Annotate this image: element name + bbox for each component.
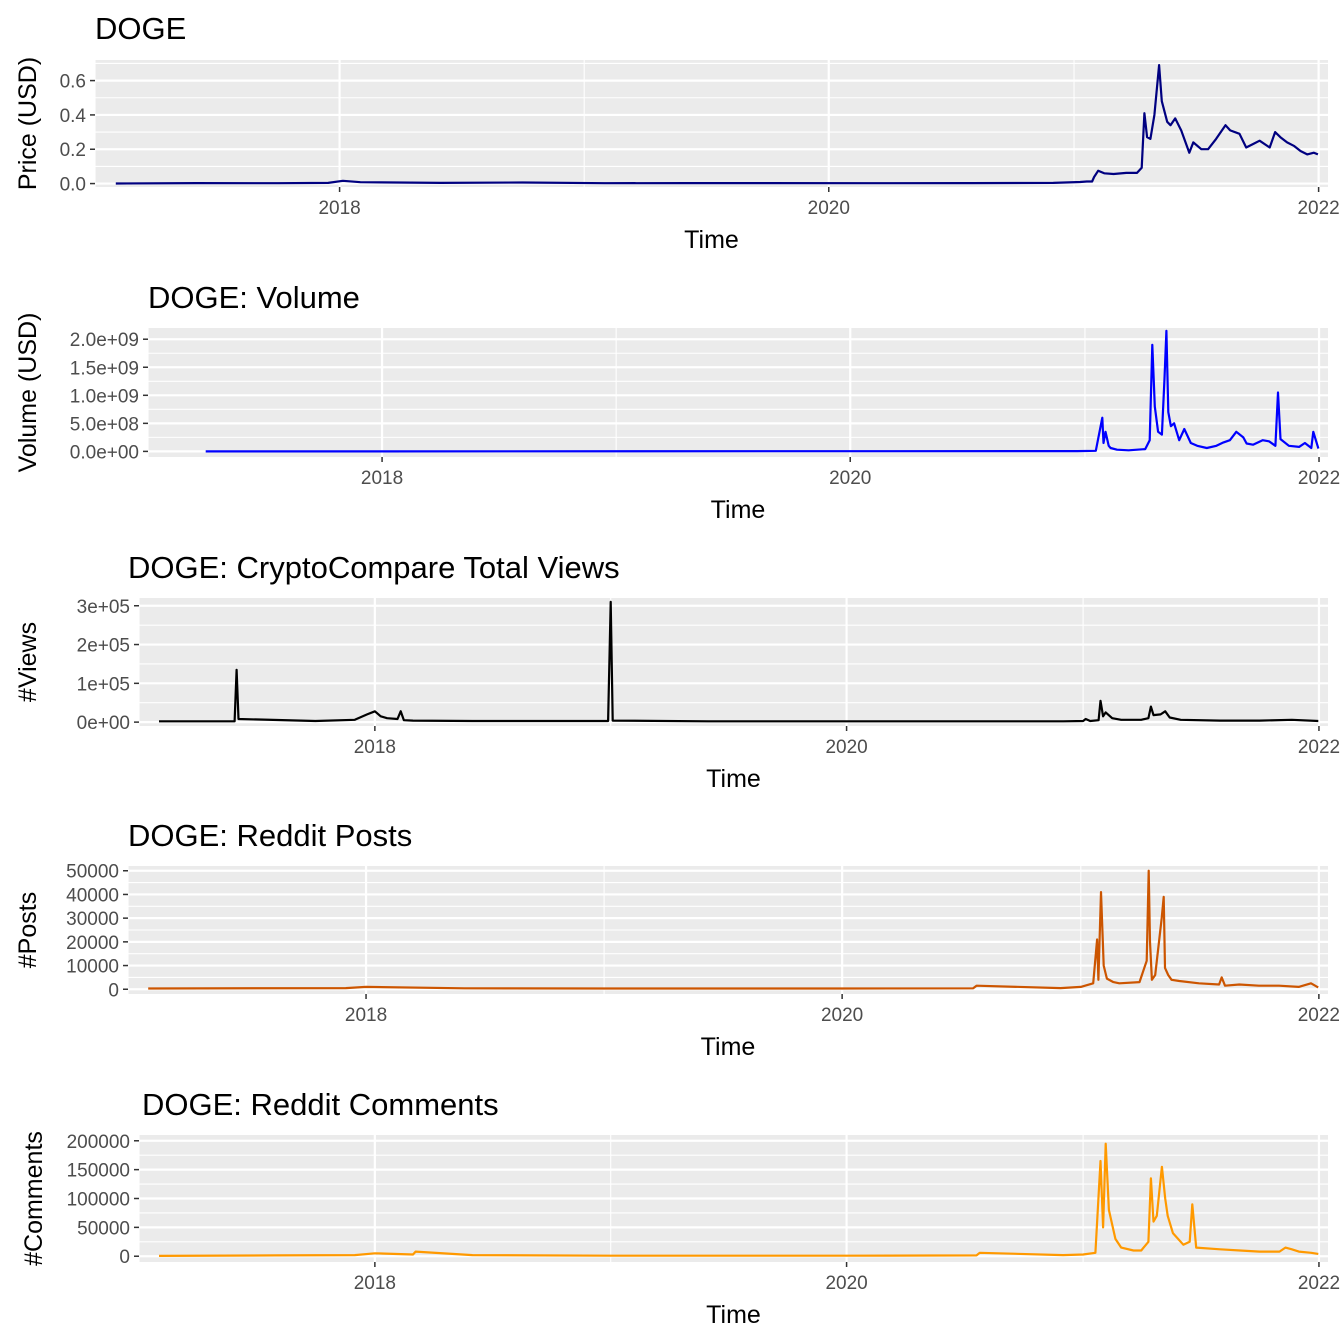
series-line bbox=[205, 329, 1320, 453]
y-tick-label: 50000 bbox=[66, 862, 119, 883]
series-line bbox=[158, 1142, 1319, 1258]
y-tick-label: 20000 bbox=[66, 933, 119, 954]
x-axis-label: Time bbox=[684, 226, 739, 254]
y-tick-label: 50000 bbox=[77, 1218, 130, 1239]
panel-title: DOGE: CryptoCompare Total Views bbox=[128, 550, 620, 585]
x-tick-label: 2020 bbox=[821, 1005, 863, 1026]
y-tick-label: 0 bbox=[119, 1247, 130, 1268]
panel-title: DOGE: Volume bbox=[148, 280, 360, 315]
y-axis-label: #Views bbox=[14, 622, 42, 702]
y-tick-label: 100000 bbox=[67, 1190, 130, 1211]
y-tick-label: 150000 bbox=[67, 1161, 130, 1182]
y-tick-label: 3e+05 bbox=[77, 597, 130, 618]
x-tick-label: 2022 bbox=[1298, 737, 1340, 758]
y-tick-label: 200000 bbox=[67, 1132, 130, 1153]
y-tick-label: 0 bbox=[108, 980, 119, 1001]
x-axis-label: Time bbox=[711, 496, 766, 524]
y-tick-label: 1.5e+09 bbox=[70, 358, 139, 379]
y-tick-label: 0.0e+00 bbox=[70, 442, 139, 463]
y-tick-label: 1e+05 bbox=[77, 674, 130, 695]
panel-1: 0.0 0.2 0.4 0.6 2018 2020 2022 DOGE Time Price (U… bbox=[14, 11, 1340, 254]
y-tick-label: 0.4 bbox=[60, 106, 87, 127]
y-tick-label: 0.6 bbox=[60, 72, 86, 93]
series-line bbox=[115, 63, 1319, 185]
y-tick-label: 10000 bbox=[66, 957, 119, 978]
x-tick-label: 2018 bbox=[345, 1005, 387, 1026]
y-tick-label: 0.0 bbox=[60, 175, 86, 196]
y-axis-label: Price (USD) bbox=[14, 57, 42, 190]
panel-title: DOGE: Reddit Posts bbox=[128, 818, 412, 853]
x-tick-label: 2018 bbox=[361, 468, 403, 489]
plot-background bbox=[139, 598, 1328, 726]
y-tick-label: 40000 bbox=[66, 885, 119, 906]
panel-title: DOGE: Reddit Comments bbox=[142, 1087, 499, 1122]
y-tick-label: 5.0e+08 bbox=[70, 414, 139, 435]
plot-background bbox=[148, 328, 1328, 457]
x-tick-label: 2020 bbox=[808, 198, 850, 219]
y-tick-label: 2e+05 bbox=[77, 636, 130, 657]
y-axis-label: #Comments bbox=[20, 1131, 48, 1266]
panel-3: 0e+00 1e+05 2e+05 3e+05 2018 2020 2022 DOGE: Cr… bbox=[14, 550, 1340, 793]
y-tick-label: 30000 bbox=[66, 909, 119, 930]
y-tick-label: 2.0e+09 bbox=[70, 330, 139, 351]
y-axis-label: Volume (USD) bbox=[14, 313, 42, 473]
y-tick-label: 0.2 bbox=[60, 140, 86, 161]
x-axis-label: Time bbox=[706, 1301, 761, 1329]
panel-5: 0 50000 100000 150000 200000 2018 2020 2022 DOGE… bbox=[20, 1087, 1340, 1329]
x-tick-label: 2018 bbox=[354, 1273, 396, 1294]
x-tick-label: 2022 bbox=[1298, 1273, 1340, 1294]
series-line bbox=[159, 600, 1319, 723]
x-tick-label: 2020 bbox=[829, 468, 871, 489]
panel-title: DOGE bbox=[95, 11, 186, 46]
x-tick-label: 2022 bbox=[1298, 468, 1340, 489]
x-tick-label: 2018 bbox=[318, 198, 360, 219]
x-axis-label: Time bbox=[701, 1033, 756, 1061]
x-tick-label: 2020 bbox=[825, 1273, 867, 1294]
series-line bbox=[148, 869, 1319, 990]
y-tick-label: 1.0e+09 bbox=[70, 386, 139, 407]
x-axis-label: Time bbox=[706, 765, 761, 793]
x-tick-label: 2022 bbox=[1298, 1005, 1340, 1026]
x-tick-label: 2018 bbox=[354, 737, 396, 758]
panel-2: 0.0e+00 5.0e+08 1.0e+09 1.5e+09 2.0e+09 2018 2… bbox=[14, 280, 1340, 524]
x-tick-label: 2020 bbox=[825, 737, 867, 758]
y-axis-label: #Posts bbox=[14, 892, 42, 968]
y-tick-label: 0e+00 bbox=[77, 713, 130, 734]
x-tick-label: 2022 bbox=[1297, 198, 1339, 219]
